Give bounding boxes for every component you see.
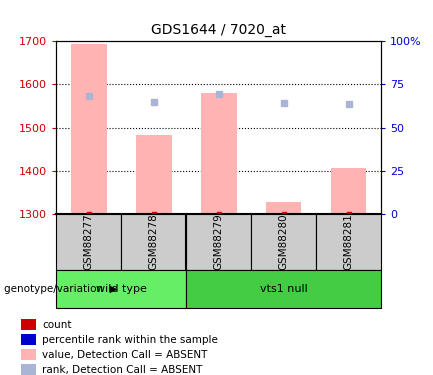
Bar [201, 93, 236, 214]
Text: vts1 null: vts1 null [260, 284, 307, 294]
Bar [56, 214, 121, 270]
Text: GSM88278: GSM88278 [149, 213, 159, 270]
Bar [56, 270, 186, 308]
Bar [71, 44, 107, 214]
Bar [251, 214, 316, 270]
Bar [21, 319, 36, 330]
Bar [331, 168, 366, 214]
Bar [266, 202, 301, 214]
Text: wild type: wild type [96, 284, 147, 294]
Bar [316, 214, 381, 270]
Bar [186, 270, 381, 308]
Title: GDS1644 / 7020_at: GDS1644 / 7020_at [151, 24, 286, 38]
Bar [21, 364, 36, 375]
Bar [121, 214, 186, 270]
Bar [136, 135, 171, 214]
Text: GSM88277: GSM88277 [84, 213, 94, 270]
Text: GSM88281: GSM88281 [343, 213, 354, 270]
Text: GSM88279: GSM88279 [213, 213, 224, 270]
Bar [186, 214, 251, 270]
Text: GSM88280: GSM88280 [278, 214, 289, 270]
Text: value, Detection Call = ABSENT: value, Detection Call = ABSENT [42, 350, 208, 360]
Text: genotype/variation  ▶: genotype/variation ▶ [4, 284, 118, 294]
Text: count: count [42, 320, 72, 330]
Bar [21, 334, 36, 345]
Text: rank, Detection Call = ABSENT: rank, Detection Call = ABSENT [42, 364, 203, 375]
Text: percentile rank within the sample: percentile rank within the sample [42, 334, 218, 345]
Bar [21, 349, 36, 360]
